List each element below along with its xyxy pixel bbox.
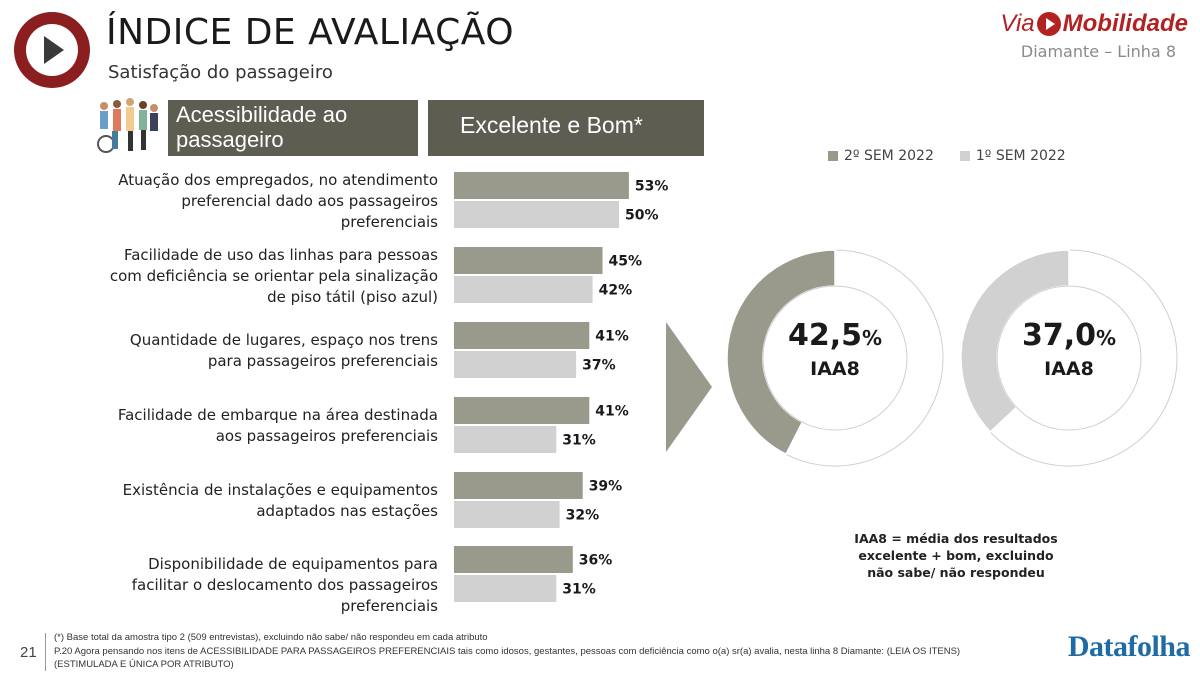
category-header: Acessibilidade ao passageiro	[168, 100, 418, 156]
legend-label-1sem: 1º SEM 2022	[975, 148, 1066, 164]
metric-header: Excelente e Bom*	[428, 100, 704, 156]
bar-value-label: 31%	[562, 582, 596, 598]
brand-play-icon	[1036, 12, 1061, 36]
donut-number-2sem: 42,5	[787, 318, 862, 353]
brand-logo: Via Mobilidade	[1000, 10, 1188, 38]
legend-label-2sem: 2º SEM 2022	[844, 148, 934, 164]
donut-number-1sem: 37,0	[1021, 318, 1096, 353]
bar-1sem	[454, 575, 557, 602]
page-subtitle: Satisfação do passageiro	[108, 62, 333, 83]
footnote-question: P.20 Agora pensando nos itens de ACESSIB…	[54, 646, 961, 657]
datafolha-logo: Datafolha	[1067, 630, 1191, 663]
legend-swatch-2sem	[828, 151, 838, 161]
bar-value-label: 31%	[562, 433, 596, 449]
brand-line: Diamante – Linha 8	[1020, 42, 1176, 61]
bar-2sem	[454, 546, 573, 573]
bar-1sem	[454, 426, 557, 453]
brand-prefix: Via	[1000, 10, 1035, 37]
donut-chart-1sem: 37,0% IAA8	[958, 248, 1180, 468]
bar-1sem	[454, 276, 593, 303]
donut-value-2sem: 42,5%	[724, 318, 946, 353]
bar-value-label: 50%	[625, 208, 659, 224]
footnote-instruction: (ESTIMULADA E ÚNICA POR ATRIBUTO)	[54, 659, 234, 670]
donut-hole	[762, 285, 908, 431]
category-label: Facilidade de uso das linhas para pessoa…	[109, 246, 438, 306]
donut-unit-1sem: %	[1095, 326, 1117, 350]
page-title: ÍNDICE DE AVALIAÇÃO	[106, 12, 515, 53]
brand-name: Mobilidade	[1062, 10, 1188, 37]
donut-unit-2sem: %	[861, 326, 883, 350]
bar-value-label: 42%	[599, 283, 633, 299]
bar-chart: 53% 45% 41% 41% 39% 36% 50% 42% 37% 31% 32% 31%	[454, 172, 669, 602]
chart-legend: 2º SEM 2022 1º SEM 2022	[828, 148, 1092, 164]
category-label: Facilidade de embarque na área destinada…	[117, 406, 438, 445]
bar-value-label: 37%	[582, 358, 616, 374]
legend-swatch-1sem	[959, 151, 970, 161]
bar-2sem	[454, 322, 590, 349]
bar-value-label: 41%	[595, 329, 629, 345]
iaa8-note: IAA8 = média dos resultados excelente + …	[854, 531, 1058, 580]
donut-label-2sem: IAA8	[810, 358, 860, 380]
donut-value-1sem: 37,0%	[958, 318, 1180, 353]
bar-2sem	[454, 247, 603, 274]
category-label: Disponibilidade de equipamentos para fac…	[131, 555, 438, 615]
category-label: Quantidade de lugares, espaço nos trens …	[129, 331, 438, 370]
bar-value-label: 39%	[589, 479, 623, 495]
donut-chart-2sem: 42,5% IAA8	[724, 248, 946, 468]
page-number: 21	[20, 644, 37, 661]
category-label: Atuação dos empregados, no atendimento p…	[118, 171, 438, 231]
bar-1sem	[454, 351, 577, 378]
bar-2sem	[454, 172, 629, 199]
category-label: Existência de instalações e equipamentos…	[122, 481, 438, 520]
donut-svg-2sem	[726, 249, 944, 467]
bar-value-label: 45%	[609, 254, 643, 270]
legend-item-2sem: 2º SEM 2022	[828, 148, 934, 164]
play-icon	[44, 36, 64, 64]
people-illustration-icon	[97, 98, 158, 153]
bar-value-label: 32%	[566, 508, 600, 524]
bar-2sem	[454, 472, 583, 499]
arrow-right-icon	[666, 322, 712, 452]
donut-svg-1sem	[960, 249, 1178, 467]
bar-value-label: 36%	[579, 553, 613, 569]
bar-1sem	[454, 501, 560, 528]
presentation-logo	[14, 12, 90, 88]
bar-2sem	[454, 397, 590, 424]
footnote-base: (*) Base total da amostra tipo 2 (509 en…	[54, 632, 488, 643]
bar-1sem	[454, 201, 619, 228]
footer-divider	[45, 633, 46, 671]
legend-item-1sem: 1º SEM 2022	[959, 148, 1066, 164]
donut-hole	[996, 285, 1142, 431]
donut-label-1sem: IAA8	[1044, 358, 1094, 380]
bar-value-label: 41%	[595, 404, 629, 420]
bar-value-label: 53%	[635, 179, 669, 195]
